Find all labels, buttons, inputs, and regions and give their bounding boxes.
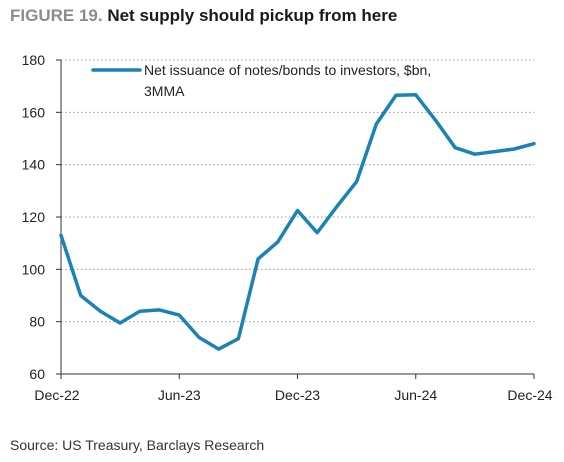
x-tick-label-Dec-24: Dec-24 (507, 387, 552, 403)
series-line-0 (59, 93, 536, 351)
x-tick-label-Dec-22: Dec-22 (34, 387, 79, 403)
data-point-Jan-24 (316, 231, 319, 234)
legend-label-line-0: Net issuance of notes/bonds to investors… (144, 62, 431, 78)
data-point-Sep-23 (237, 337, 240, 340)
legend: Net issuance of notes/bonds to investors… (91, 62, 431, 99)
data-point-Jul-23 (197, 336, 200, 339)
figure-label: FIGURE 19. (10, 6, 103, 25)
data-point-Oct-23 (256, 257, 259, 260)
data-point-Dec-24 (532, 142, 535, 145)
y-tick-label-180: 180 (22, 52, 46, 68)
data-point-Nov-23 (276, 240, 279, 243)
data-point-Oct-24 (493, 150, 496, 153)
data-point-Jun-23 (178, 314, 181, 317)
data-point-Nov-24 (513, 147, 516, 150)
y-tick-label-120: 120 (22, 209, 46, 225)
x-tick-label-Jun-23: Jun-23 (158, 387, 201, 403)
data-point-Apr-23 (138, 310, 141, 313)
legend-label-line-1: 3MMA (144, 83, 185, 99)
y-tick-label-160: 160 (22, 104, 46, 120)
y-tick-label-80: 80 (29, 314, 45, 330)
data-point-May-23 (158, 308, 161, 311)
data-point-Apr-24 (375, 123, 378, 126)
axes (56, 59, 535, 379)
y-tick-label-60: 60 (29, 366, 45, 382)
grid-lines (61, 59, 534, 323)
data-point-Aug-23 (217, 348, 220, 351)
data-point-Sep-24 (473, 153, 476, 156)
data-point-Mar-23 (119, 321, 122, 324)
data-point-Dec-23 (296, 209, 299, 212)
series (59, 93, 536, 351)
y-tick-label-140: 140 (22, 157, 46, 173)
data-point-Jan-23 (79, 294, 82, 297)
data-point-Mar-24 (355, 180, 358, 183)
x-tick-label-Jun-24: Jun-24 (394, 387, 437, 403)
figure-title-text: Net supply should pickup from here (107, 6, 398, 25)
data-point-Dec-22 (59, 234, 62, 237)
x-tick-label-Dec-23: Dec-23 (275, 387, 320, 403)
data-point-Jul-24 (434, 119, 437, 122)
data-point-Feb-24 (335, 205, 338, 208)
source-note: Source: US Treasury, Barclays Research (10, 437, 265, 453)
data-point-Aug-24 (454, 146, 457, 149)
data-point-May-24 (394, 94, 397, 97)
data-point-Jun-24 (414, 93, 417, 96)
tick-labels: 60 80 100 120 140 160 180 Dec-22 Jun-23 Dec-23 Jun… (22, 52, 553, 403)
data-point-Feb-23 (99, 310, 102, 313)
figure-title: FIGURE 19. Net supply should pickup from… (10, 6, 397, 26)
y-tick-label-100: 100 (22, 261, 46, 277)
